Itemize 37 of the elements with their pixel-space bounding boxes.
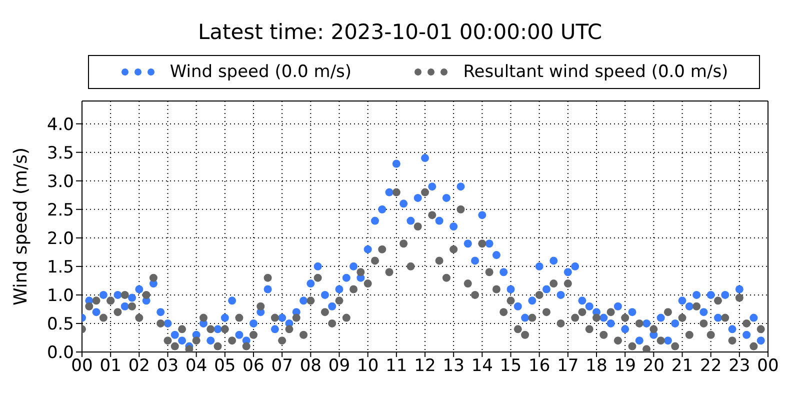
legend-label: Wind speed (0.0 m/s) (170, 62, 352, 82)
x-tick-label: 19 (614, 356, 636, 376)
y-tick-label: 2.5 (46, 200, 74, 220)
chart-title: Latest time: 2023-10-01 00:00:00 UTC (196, 20, 604, 44)
y-tick-label: 1.0 (46, 286, 74, 306)
x-tick-label: 08 (300, 356, 322, 376)
x-tick-label: 09 (328, 356, 350, 376)
x-tick-label: 20 (642, 356, 664, 376)
y-tick-label: 0.5 (46, 314, 74, 335)
x-tick-label: 16 (528, 356, 550, 376)
x-tick-label: 18 (586, 356, 608, 376)
x-tick-label: 15 (500, 356, 522, 376)
x-tick-label: 00 (757, 356, 779, 376)
y-tick-label: 4.0 (46, 114, 74, 135)
x-tick-label: 04 (186, 356, 208, 376)
x-tick-label: 13 (442, 356, 464, 376)
x-tick-label: 23 (728, 356, 750, 376)
y-tick-label: 2.0 (46, 228, 74, 249)
x-tick-label: 01 (100, 356, 122, 376)
y-tick-label: 3.5 (46, 143, 74, 164)
x-tick-label: 05 (214, 356, 236, 376)
x-tick-label: 07 (271, 356, 293, 376)
x-tick-label: 06 (242, 356, 264, 376)
legend-label: Resultant wind speed (0.0 m/s) (463, 62, 728, 82)
x-tick-label: 00 (71, 356, 93, 376)
x-tick-label: 17 (557, 356, 579, 376)
x-tick-label: 14 (471, 356, 493, 376)
x-tick-label: 12 (414, 356, 436, 376)
y-tick-label: 3.0 (46, 172, 74, 192)
x-tick-label: 11 (386, 356, 408, 376)
x-tick-label: 10 (357, 356, 379, 376)
y-tick-label: 1.5 (46, 257, 74, 278)
y-axis-title: Wind speed (m/s) (10, 147, 32, 306)
x-tick-label: 21 (671, 356, 694, 376)
x-tick-label: 03 (156, 356, 179, 376)
x-tick-label: 22 (700, 356, 722, 376)
x-tick-label: 02 (128, 356, 150, 376)
